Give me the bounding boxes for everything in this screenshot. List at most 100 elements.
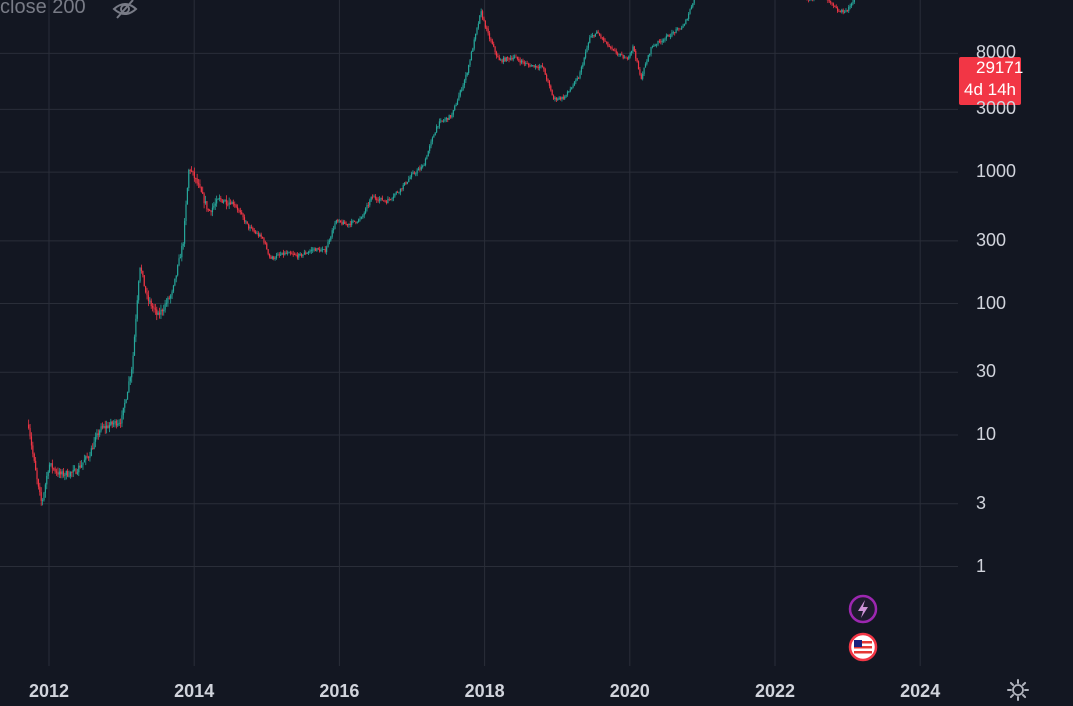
- candle: [353, 220, 356, 222]
- candle: [841, 8, 843, 14]
- candle: [218, 194, 221, 202]
- candle: [234, 201, 236, 208]
- candle: [632, 44, 634, 54]
- candlestick-series: [28, 0, 855, 506]
- candle: [246, 221, 248, 225]
- candle: [378, 196, 381, 204]
- candle: [190, 166, 193, 173]
- candle: [104, 420, 106, 434]
- candle: [402, 182, 404, 192]
- candle: [832, 2, 835, 9]
- candle: [440, 118, 442, 124]
- candle: [365, 207, 367, 215]
- gear-icon[interactable]: [1006, 678, 1030, 702]
- candle: [156, 306, 158, 321]
- candle: [487, 25, 489, 36]
- candle: [507, 56, 509, 62]
- candle: [838, 9, 840, 13]
- candle: [288, 251, 290, 254]
- candle: [614, 47, 616, 52]
- candle: [289, 250, 292, 256]
- candle: [355, 221, 357, 225]
- candle: [603, 36, 605, 44]
- eye-off-icon[interactable]: [111, 0, 139, 21]
- candle: [214, 198, 216, 211]
- candle: [441, 120, 443, 123]
- candle: [565, 94, 567, 98]
- candle: [281, 252, 283, 256]
- candle: [36, 467, 38, 485]
- candle: [643, 67, 645, 76]
- candle: [642, 71, 644, 81]
- candle: [153, 303, 155, 313]
- candle: [33, 452, 35, 463]
- candle: [40, 487, 42, 506]
- candle: [196, 173, 198, 186]
- candle: [106, 420, 108, 434]
- candle: [51, 459, 53, 474]
- candle: [255, 230, 257, 235]
- candle: [558, 96, 560, 101]
- candle: [245, 219, 247, 225]
- candle: [436, 124, 438, 134]
- candle: [483, 16, 485, 22]
- candle: [527, 62, 530, 68]
- candle: [342, 219, 344, 225]
- candle: [412, 170, 414, 175]
- candle: [594, 33, 596, 37]
- candle: [543, 66, 545, 72]
- candle: [555, 97, 557, 102]
- candle: [232, 199, 234, 207]
- candle: [583, 56, 585, 66]
- candle: [664, 37, 666, 43]
- candle: [501, 58, 503, 64]
- candle: [434, 132, 436, 136]
- candle: [540, 65, 542, 69]
- candle: [681, 25, 683, 31]
- candle: [291, 251, 293, 255]
- candle: [64, 472, 66, 481]
- candle: [327, 239, 329, 248]
- candle: [541, 62, 544, 68]
- lightning-icon[interactable]: [848, 594, 878, 624]
- candle: [837, 6, 839, 13]
- candle: [564, 95, 566, 101]
- candle: [243, 214, 246, 224]
- us-flag-icon[interactable]: [848, 632, 878, 662]
- candle: [331, 228, 333, 239]
- candle: [323, 248, 325, 251]
- candle: [206, 201, 208, 212]
- candle: [74, 465, 76, 472]
- candle: [625, 56, 627, 59]
- candle: [43, 491, 45, 502]
- candle: [449, 115, 452, 119]
- candle: [667, 34, 669, 37]
- candle: [561, 96, 563, 102]
- candle: [569, 86, 571, 93]
- candle: [135, 314, 137, 343]
- candle: [493, 41, 495, 48]
- candle: [502, 55, 505, 65]
- candle: [607, 41, 609, 48]
- candle: [263, 237, 265, 245]
- candle: [626, 56, 628, 61]
- candle: [299, 252, 301, 256]
- candle: [662, 38, 665, 43]
- candle: [312, 247, 314, 253]
- candle: [572, 83, 574, 89]
- candle: [566, 90, 569, 97]
- candle: [848, 4, 850, 14]
- candle: [519, 57, 521, 66]
- candle: [813, 0, 815, 2]
- candle: [431, 136, 434, 145]
- candle: [171, 289, 173, 300]
- candle: [69, 471, 72, 479]
- candle: [82, 462, 84, 470]
- candle: [114, 419, 116, 428]
- candle: [239, 207, 241, 215]
- candle: [313, 247, 315, 252]
- candle: [653, 43, 655, 47]
- candle: [330, 235, 332, 242]
- candle: [39, 482, 41, 496]
